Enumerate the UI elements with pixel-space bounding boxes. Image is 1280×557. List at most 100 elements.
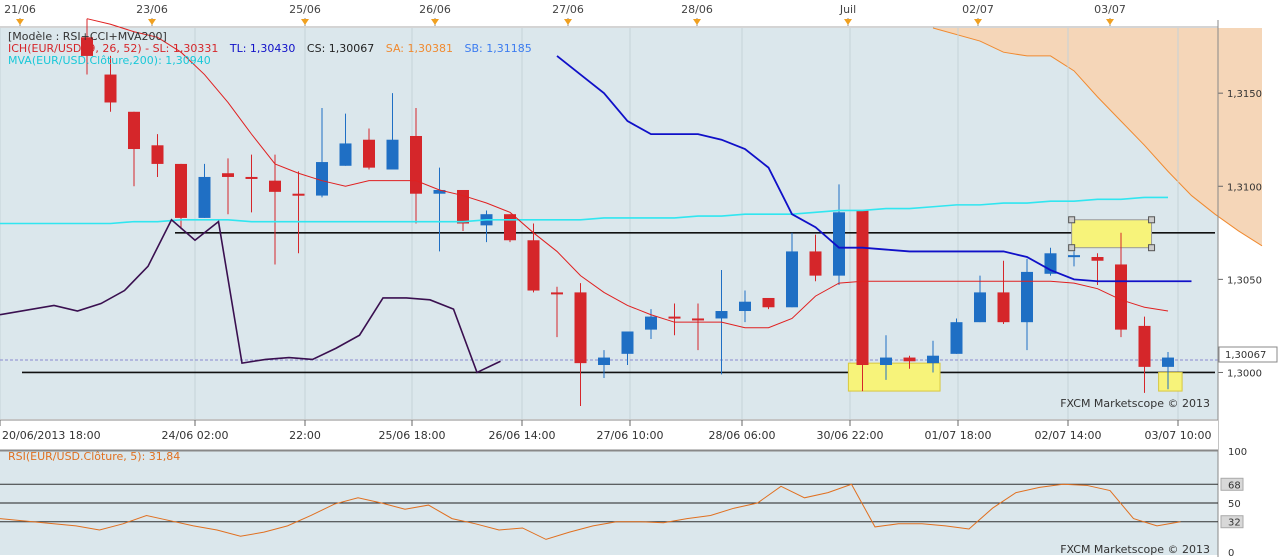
candle-body (222, 173, 234, 177)
rsi-tick-label: 68 (1228, 480, 1241, 491)
candle-body (104, 74, 117, 103)
time-axis-background (0, 420, 1218, 450)
time-tick-label: 22:00 (289, 429, 321, 442)
candle-body (1068, 255, 1080, 258)
date-marker-icon (974, 19, 982, 25)
top-date-label: 21/06 (4, 3, 36, 16)
date-marker-icon (1106, 19, 1114, 25)
date-marker-icon (148, 19, 156, 25)
time-axis: 20/06/2013 18:00 24/06 02:00 22:00 25/06 18… (0, 419, 1218, 451)
candle-body (974, 292, 986, 323)
candle-body (504, 214, 516, 241)
candle-body (762, 297, 775, 308)
candle-body (128, 111, 140, 150)
candlesticks (81, 18, 1174, 406)
time-tick-label: 28/06 06:00 (709, 429, 776, 442)
candle-body (175, 163, 187, 218)
candle-body (1021, 271, 1033, 323)
date-marker-icon (693, 19, 701, 25)
candle-body (645, 316, 657, 330)
rsi-legend: RSI(EUR/USD.Clôture, 5): 31,84 (8, 450, 180, 463)
kijun-sen-line (556, 55, 1192, 283)
candle-body (457, 189, 469, 224)
zone-handle (1068, 216, 1076, 224)
candle-body (833, 212, 845, 276)
time-tick-label: 26/06 14:00 (489, 429, 556, 442)
time-tick-label: 20/06/2013 18:00 (2, 429, 101, 442)
candle-body (527, 240, 540, 291)
candle-body (692, 318, 704, 321)
top-date-label: 03/07 (1094, 3, 1126, 16)
candle-body (269, 180, 281, 192)
time-tick-label: 24/06 02:00 (162, 429, 229, 442)
candle-body (1138, 325, 1151, 367)
candle-body (574, 292, 587, 364)
rsi-line (0, 483, 1181, 540)
top-date-label: 23/06 (136, 3, 168, 16)
candle-body (292, 193, 305, 196)
legend-sb: SB: 1,31185 (465, 42, 532, 55)
legend-ich-line: ICH(EUR/USD, 9, 26, 52) - SL: 1,30331 TL… (8, 42, 532, 55)
time-tick-label: 02/07 14:00 (1035, 429, 1102, 442)
candle-body (739, 301, 751, 312)
candle-body (198, 176, 211, 218)
candle-body (410, 135, 422, 194)
legend-mva: MVA(EUR/USD.Clôture,200): 1,30940 (8, 54, 211, 67)
candle-body (316, 162, 328, 196)
legend-cs: CS: 1,30067 (307, 42, 374, 55)
zone-handle (1148, 244, 1156, 252)
rsi-tick-label: 32 (1228, 518, 1241, 529)
mva200-line (0, 196, 1168, 225)
date-marker-icon (301, 19, 309, 25)
watermark: FXCM Marketscope © 2013 (1060, 397, 1210, 410)
date-marker-icon (844, 19, 852, 25)
time-tick-label: 01/07 18:00 (925, 429, 992, 442)
highlight-zones (847, 216, 1183, 392)
candle-body (598, 357, 610, 366)
cci-line (0, 218, 501, 374)
candle-body (433, 189, 446, 194)
legend-model: [Modèle : RSI+CCI+MVA200] (8, 30, 167, 43)
price-axis: 1,3000 1,3050 1,3100 1,3150 (1217, 20, 1262, 557)
candle-body (551, 292, 563, 295)
candle-body (715, 311, 728, 319)
candle-body (1115, 264, 1127, 330)
rsi-tick-label: 0 (1228, 548, 1234, 557)
candle-body (786, 251, 798, 308)
rsi-panel: 100 68 50 32 0 (0, 447, 1247, 557)
price-tick-label: 1,3100 (1227, 182, 1262, 193)
senkou-span-b-line (932, 27, 1263, 247)
top-date-label: 28/06 (681, 3, 713, 16)
candle-body (386, 139, 399, 170)
highlight-zone (1071, 219, 1153, 249)
vertical-grid (0, 28, 1179, 419)
price-tick-label: 1,3000 (1227, 368, 1262, 379)
candle-body (927, 355, 939, 364)
candle-body (997, 292, 1010, 323)
zone-handle (1148, 216, 1156, 224)
date-marker-icon (564, 19, 572, 25)
date-marker-icon (16, 19, 24, 25)
price-tick-label: 1,3050 (1227, 275, 1262, 286)
price-tick-label: 1,3150 (1227, 89, 1262, 100)
main-plot-background (0, 28, 1218, 419)
candle-body (880, 357, 892, 366)
indicator-lines (0, 18, 1192, 374)
candle-body (151, 145, 164, 164)
highlight-zone (1158, 371, 1183, 392)
top-date-label: 26/06 (419, 3, 451, 16)
rsi-level-tag (1220, 477, 1244, 491)
legend-ich: ICH(EUR/USD, 9, 26, 52) - SL: 1,30331 (8, 42, 218, 55)
ichimoku-cloud (932, 27, 1263, 247)
candle-body (1162, 357, 1174, 367)
date-marker-icon (431, 19, 439, 25)
zone-handle (1068, 244, 1076, 252)
candle-body (245, 176, 258, 179)
legend-sa: SA: 1,30381 (386, 42, 453, 55)
top-date-label: 02/07 (962, 3, 994, 16)
rsi-watermark: FXCM Marketscope © 2013 (1060, 543, 1210, 556)
current-price-marker (1218, 346, 1278, 363)
candle-body (621, 331, 634, 354)
top-date-label: 27/06 (552, 3, 584, 16)
time-tick-label: 30/06 22:00 (817, 429, 884, 442)
